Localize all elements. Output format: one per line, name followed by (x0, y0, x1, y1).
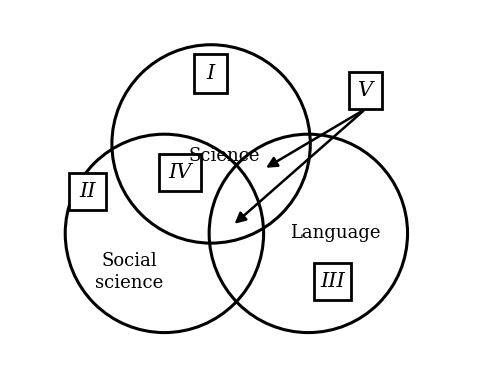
FancyBboxPatch shape (349, 72, 382, 109)
Text: II: II (80, 182, 96, 201)
Text: V: V (358, 81, 374, 100)
Text: Language: Language (290, 224, 381, 242)
FancyBboxPatch shape (314, 263, 351, 300)
FancyBboxPatch shape (158, 154, 202, 191)
FancyBboxPatch shape (69, 173, 106, 210)
Text: III: III (320, 272, 345, 291)
Text: Science: Science (189, 147, 260, 165)
FancyBboxPatch shape (194, 54, 226, 93)
Text: IV: IV (168, 163, 192, 182)
Text: I: I (206, 65, 214, 83)
Text: Social
science: Social science (96, 252, 164, 293)
